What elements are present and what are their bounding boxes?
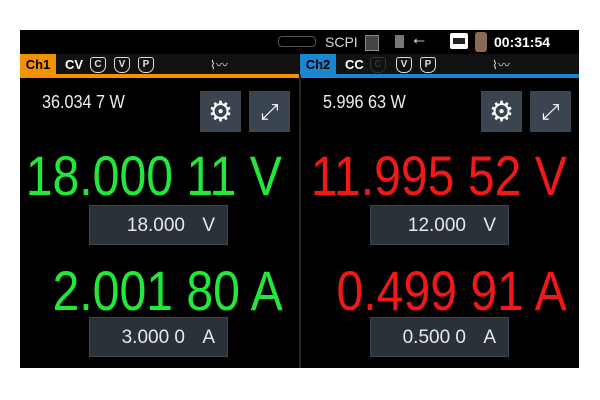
ch2-tab[interactable]: Ch2	[300, 54, 336, 75]
ch1-panel: 36.034 7 W ⚙ ⤢ 18.000 11 V 18.000 V 2.001…	[20, 75, 299, 368]
ch1-voltage-reading: 18.000 11 V	[25, 144, 282, 207]
ch1-mode: CV	[65, 57, 84, 72]
logging-icon: ⌇〰	[492, 58, 510, 72]
gear-icon: ⚙	[488, 96, 515, 127]
usb-icon: ⭠	[413, 32, 426, 49]
ovp-icon: V	[396, 57, 412, 73]
instrument-screen: SCPI ⭠ 00:31:54 Ch1 CV C V P ⌇〰 Ch2 CC C…	[20, 30, 579, 368]
ch2-expand-button[interactable]: ⤢	[530, 91, 571, 132]
opp-icon: P	[420, 57, 436, 73]
remote-lock-icon	[475, 32, 487, 52]
ch2-current-reading: 0.499 91 A	[336, 259, 567, 322]
channel-divider	[299, 75, 301, 368]
network-icon	[450, 33, 468, 49]
ovp-icon: V	[114, 57, 130, 73]
logging-icon: ⌇〰	[210, 58, 228, 72]
ch2-voltage-reading: 11.995 52 V	[310, 144, 567, 207]
ch1-settings-button[interactable]: ⚙	[200, 91, 241, 132]
ch2-current-setpoint[interactable]: 0.500 0 A	[370, 317, 509, 357]
ocp-icon: C	[370, 57, 386, 73]
ch2-voltage-setpoint[interactable]: 12.000 V	[370, 205, 509, 245]
unit: V	[483, 215, 496, 236]
ch2-header[interactable]: Ch2 CC C V P ⌇〰	[300, 54, 579, 78]
unit: V	[202, 215, 215, 236]
ch1-current-setpoint[interactable]: 3.000 0 A	[89, 317, 228, 357]
ch1-header[interactable]: Ch1 CV C V P ⌇〰	[20, 54, 299, 78]
gear-icon: ⚙	[207, 96, 234, 127]
opp-icon: P	[138, 57, 154, 73]
sd-card-icon	[365, 35, 379, 51]
ch2-mode: CC	[345, 57, 364, 72]
status-bar: SCPI ⭠ 00:31:54	[20, 30, 579, 54]
ch1-current-reading: 2.001 80 A	[52, 259, 283, 322]
value: 18.000	[126, 215, 185, 236]
expand-icon: ⤢	[541, 99, 560, 124]
clock: 00:31:54	[494, 34, 551, 50]
unit: A	[202, 327, 215, 348]
ch2-power: 5.996 63 W	[323, 92, 406, 112]
value: 3.000 0	[121, 327, 185, 348]
value: 12.000	[407, 215, 466, 236]
scpi-indicator: SCPI	[325, 34, 358, 50]
ch2-settings-button[interactable]: ⚙	[481, 91, 522, 132]
ch1-voltage-setpoint[interactable]: 18.000 V	[89, 205, 228, 245]
expand-icon: ⤢	[260, 99, 279, 124]
value: 0.500 0	[402, 327, 466, 348]
unit: A	[483, 327, 496, 348]
ch1-expand-button[interactable]: ⤢	[249, 91, 290, 132]
ocp-icon: C	[90, 57, 106, 73]
ch1-power: 36.034 7 W	[42, 92, 125, 112]
usb-drive-icon	[395, 35, 404, 48]
ch1-tab[interactable]: Ch1	[20, 54, 56, 75]
ch2-panel: 5.996 63 W ⚙ ⤢ 11.995 52 V 12.000 V 0.499…	[301, 75, 579, 368]
lan-connector-icon	[278, 36, 316, 47]
